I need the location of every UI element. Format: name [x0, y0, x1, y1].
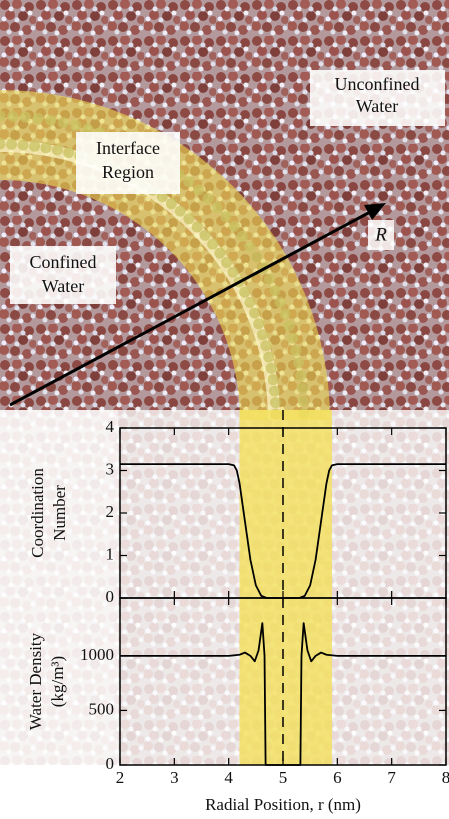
bead	[193, 184, 204, 195]
bead	[212, 202, 223, 213]
bead	[244, 297, 255, 308]
y-tick-label: 2	[106, 502, 115, 521]
bead	[203, 193, 214, 204]
bead	[228, 267, 239, 278]
bead	[18, 139, 29, 150]
bead	[58, 117, 69, 128]
bead	[251, 252, 262, 263]
bead	[290, 345, 301, 356]
y-tick-label: 500	[89, 699, 115, 718]
label-line: Confined	[30, 252, 97, 272]
bead	[284, 321, 295, 332]
bead	[269, 386, 280, 397]
label-line: Water	[356, 96, 399, 116]
x-tick-label: 2	[116, 768, 125, 787]
bead	[287, 333, 298, 344]
bead	[295, 370, 306, 381]
bead	[270, 285, 281, 296]
bead	[183, 213, 194, 224]
bead	[214, 248, 225, 259]
bead	[260, 340, 271, 351]
bead	[220, 211, 231, 222]
bead	[237, 231, 248, 242]
bead	[6, 139, 17, 150]
x-tick-label: 7	[387, 768, 396, 787]
bead	[279, 309, 290, 320]
y-axis-label-line: Coordination	[28, 468, 47, 558]
bead	[175, 206, 186, 217]
y-axis-label-line: Number	[50, 485, 69, 541]
bead	[200, 230, 211, 241]
bead	[297, 383, 308, 394]
bead	[20, 112, 31, 123]
bead	[41, 142, 52, 153]
y-tick-label: 1000	[80, 645, 114, 664]
bead	[63, 147, 74, 158]
y-tick-label: 0	[106, 754, 115, 773]
y-tick-label: 3	[106, 459, 115, 478]
bead	[192, 221, 203, 232]
bead	[270, 397, 281, 408]
bead	[275, 297, 286, 308]
bead	[29, 141, 40, 152]
bead	[268, 374, 279, 385]
bead	[257, 329, 268, 340]
label-box: Interface Region	[76, 132, 180, 194]
y-axis-label-line: (kg/m³)	[48, 656, 67, 707]
label-box: Unconfined Water	[310, 70, 445, 126]
x-tick-label: 4	[224, 768, 233, 787]
bead	[298, 395, 309, 406]
bead	[253, 318, 264, 329]
bead	[45, 115, 56, 126]
bead	[264, 274, 275, 285]
bead	[166, 198, 177, 209]
label-line: Interface	[96, 138, 160, 158]
x-axis-label: Radial Position, r (nm)	[205, 795, 361, 814]
x-tick-label: 8	[442, 768, 449, 787]
bead	[70, 120, 81, 131]
bead	[33, 113, 44, 124]
y-tick-label: 0	[106, 587, 115, 606]
x-tick-label: 6	[333, 768, 342, 787]
arrow-label: R	[374, 224, 387, 245]
bead	[207, 239, 218, 250]
bead	[266, 363, 277, 374]
y-tick-label: 1	[106, 544, 115, 563]
bead	[244, 241, 255, 252]
x-tick-label: 5	[279, 768, 288, 787]
bead	[239, 287, 250, 298]
x-tick-label: 3	[170, 768, 179, 787]
label-line: Unconfined	[335, 74, 420, 94]
bead	[263, 351, 274, 362]
bead	[52, 145, 63, 156]
y-tick-label: 4	[106, 417, 115, 436]
figure: Unconfined Water Interface Region Confin…	[0, 0, 449, 819]
bead	[7, 111, 18, 122]
bead	[229, 221, 240, 232]
label-line: Water	[42, 276, 85, 296]
y-axis-label-line: Water Density	[26, 632, 45, 730]
bead	[221, 257, 232, 268]
interface-band	[240, 410, 332, 765]
bead	[249, 308, 260, 319]
label-line: Region	[102, 162, 154, 182]
bead	[293, 358, 304, 369]
bead	[183, 176, 194, 187]
label-box: Confined Water	[10, 246, 116, 304]
